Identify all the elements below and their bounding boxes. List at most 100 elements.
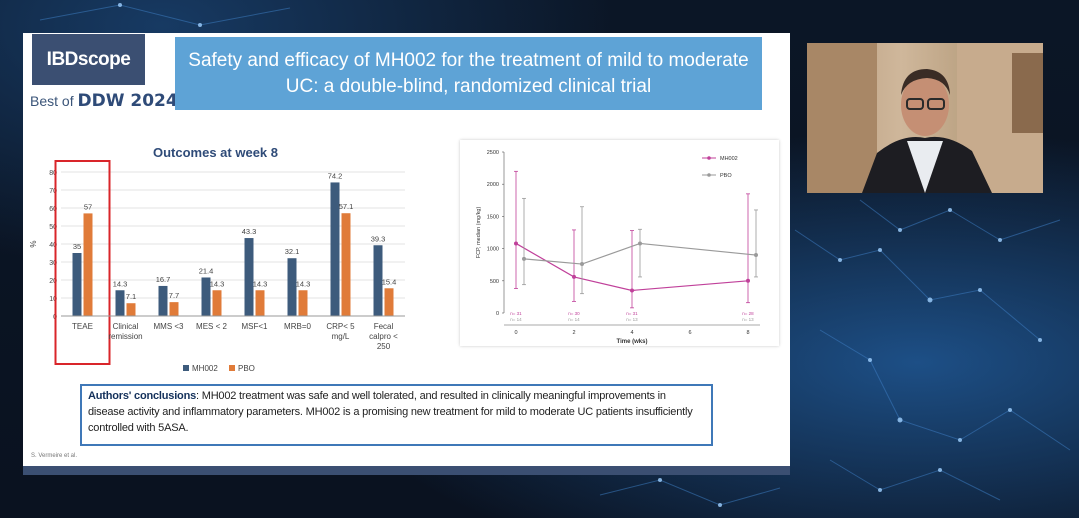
y-tick-label: 30: [49, 260, 57, 267]
y-tick-label: 80: [49, 170, 57, 177]
data-point-pbo: [638, 241, 642, 246]
x-category-label: Clinical: [113, 322, 139, 331]
bar-data-label: 39.3: [371, 234, 386, 243]
bar-mh002: [72, 253, 82, 316]
bar-data-label: 14.3: [253, 279, 268, 288]
bar-mh002: [115, 290, 125, 316]
legend-text-mh002: MH002: [720, 156, 738, 162]
n-at-risk-pbo: n= 14: [568, 317, 580, 322]
y-tick-label: 60: [49, 206, 57, 213]
authors-conclusions-box: Authors' conclusions: MH002 treatment wa…: [80, 384, 713, 446]
n-at-risk-pbo: n= 14: [510, 317, 522, 322]
fcp-line-chart: 0 500 1000 1500 2000 2500 0 2 4 6 8 Time (wks) FCP, …: [476, 150, 760, 345]
line-y-axis-label: FCP, median (mg/kg): [476, 207, 482, 259]
data-point-mh002: [746, 278, 750, 283]
legend-marker-mh002: [707, 156, 711, 160]
best-of-text: Best of: [30, 93, 74, 109]
reference-text: S. Vermeire et al.: [31, 453, 78, 459]
legend-swatch-mh002: [183, 365, 189, 371]
series-line-pbo: [523, 242, 757, 265]
x-category-label: MRB=0: [284, 322, 311, 331]
bar-data-label: 74.2: [328, 171, 343, 180]
slide-footer-bar: [23, 466, 790, 475]
data-point-mh002: [630, 288, 634, 293]
n-at-risk-mh002: n= 31: [626, 311, 638, 316]
line-x-axis-label: Time (wks): [617, 339, 648, 345]
y-tick-label: 10: [49, 296, 57, 303]
highlight-box-teae: [54, 160, 111, 365]
legend-label-mh002: MH002: [192, 364, 218, 373]
event-label: Best of DDW 2024: [30, 91, 178, 111]
line-x-tick-label: 2: [572, 330, 575, 336]
bar-chart-title: Outcomes at week 8: [153, 145, 278, 160]
bar-data-label: 43.3: [242, 227, 257, 236]
bar-data-label: 57.1: [339, 202, 354, 211]
bar-mh002: [373, 245, 383, 316]
line-x-tick-label: 0: [514, 330, 517, 336]
n-at-risk-mh002: n= 31: [510, 311, 522, 316]
presentation-slide: IBDscope Best of DDW 2024 Safety and eff…: [23, 33, 790, 475]
data-point-mh002: [514, 241, 518, 246]
x-category-label: MES < 2: [196, 322, 227, 331]
n-at-risk-mh002: n= 28: [742, 311, 754, 316]
bar-data-label: 14.3: [113, 279, 128, 288]
bar-data-label: 21.4: [199, 266, 214, 275]
y-tick-label: 50: [49, 224, 57, 231]
x-category-label: mg/L: [332, 332, 350, 341]
data-point-pbo: [754, 253, 758, 258]
line-y-tick-label: 2500: [487, 150, 499, 156]
speaker-webcam-video: [807, 43, 1043, 193]
bar-data-label: 14.3: [296, 279, 311, 288]
ibdscope-logo: IBDscope: [32, 34, 145, 85]
fcp-line-chart-panel: 0 500 1000 1500 2000 2500 0 2 4 6 8 Time (wks) FCP, …: [460, 140, 779, 346]
x-category-label: Fecal: [374, 322, 394, 331]
legend-text-pbo: PBO: [720, 173, 732, 179]
bar-data-label: 57: [84, 202, 92, 211]
legend-label-pbo: PBO: [238, 364, 255, 373]
line-y-tick-label: 1500: [487, 214, 499, 220]
line-x-tick-label: 4: [630, 330, 633, 336]
line-y-tick-label: 2000: [487, 182, 499, 188]
bar-pbo: [341, 213, 351, 316]
y-tick-label: 40: [49, 242, 57, 249]
speaker-avatar: [807, 43, 1043, 193]
y-tick-label: 70: [49, 188, 57, 195]
bar-data-label: 16.7: [156, 275, 171, 284]
conclusions-lead: Authors' conclusions: [88, 390, 197, 402]
slide-title-text: Safety and efficacy of MH002 for the tre…: [188, 49, 749, 97]
bar-data-label: 7.1: [126, 292, 136, 301]
x-category-label: CRP< 5: [326, 322, 355, 331]
bar-mh002: [330, 182, 340, 316]
n-at-risk-pbo: n= 13: [626, 317, 638, 322]
line-x-tick-label: 8: [746, 330, 749, 336]
bar-pbo: [83, 213, 93, 316]
bar-data-label: 35: [73, 242, 81, 251]
bar-data-label: 15.4: [382, 277, 397, 286]
legend-swatch-pbo: [229, 365, 235, 371]
data-point-pbo: [580, 262, 584, 267]
x-category-label: 250: [377, 342, 391, 351]
n-at-risk-pbo: n= 13: [742, 317, 754, 322]
bar-mh002: [244, 238, 254, 316]
bar-mh002: [158, 285, 168, 316]
bar-pbo: [384, 288, 394, 316]
event-name: DDW 2024: [77, 91, 178, 111]
line-x-tick-label: 6: [688, 330, 691, 336]
y-axis-label: %: [29, 240, 38, 247]
bar-pbo: [212, 290, 222, 316]
legend-marker-pbo: [707, 173, 711, 177]
conclusions-text: : MH002 treatment was safe and well tole…: [88, 390, 693, 434]
line-y-tick-label: 0: [496, 311, 499, 317]
bar-data-label: 7.7: [169, 291, 179, 300]
x-category-label: MMS <3: [153, 322, 184, 331]
bar-data-label: 32.1: [285, 247, 300, 256]
bar-mh002: [201, 277, 211, 316]
bar-data-label: 14.3: [210, 279, 225, 288]
line-y-tick-label: 500: [490, 279, 499, 285]
slide-title: Safety and efficacy of MH002 for the tre…: [175, 37, 762, 110]
x-category-label: TEAE: [72, 322, 93, 331]
x-category-label: remission: [108, 332, 142, 341]
y-tick-label: 20: [49, 278, 57, 285]
